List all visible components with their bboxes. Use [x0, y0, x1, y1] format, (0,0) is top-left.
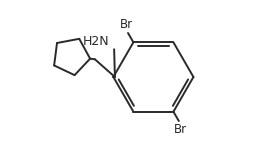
Text: Br: Br — [174, 123, 187, 136]
Text: Br: Br — [120, 18, 133, 31]
Text: H2N: H2N — [83, 35, 110, 48]
